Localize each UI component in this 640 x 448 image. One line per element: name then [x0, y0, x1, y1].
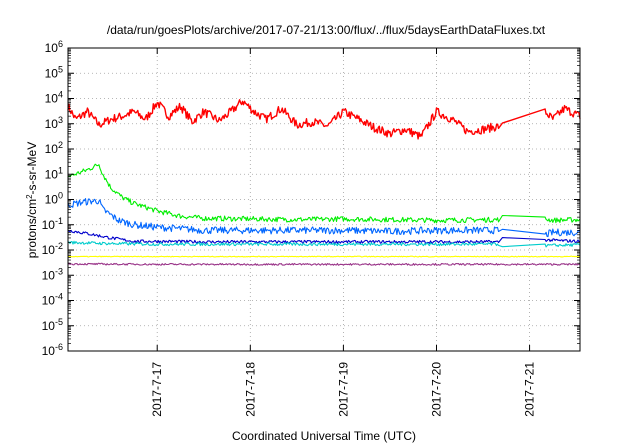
y-tick-base: 10 — [42, 344, 56, 358]
y-tick-base: 10 — [45, 117, 59, 131]
series-line-7 — [67, 262, 581, 266]
y-tick-base: 10 — [45, 41, 59, 55]
y-tick-exp: -5 — [55, 317, 63, 327]
y-tick-base: 10 — [45, 92, 59, 106]
x-tick-label: 2017-7-19 — [336, 362, 350, 417]
y-tick-exp: 6 — [58, 39, 63, 49]
y-tick-base: 10 — [42, 218, 56, 232]
y-axis-label-rest: -s-sr-MeV — [25, 142, 39, 195]
y-tick-label: 101 — [45, 165, 63, 181]
y-tick-exp: 3 — [58, 115, 63, 125]
series-line-3 — [67, 198, 581, 238]
series-line-4 — [67, 229, 581, 244]
y-axis: 10-610-510-410-310-210-11001011021031041… — [42, 39, 580, 358]
y-tick-exp: 0 — [58, 191, 63, 201]
y-axis-label-sup: 2 — [25, 194, 34, 199]
y-tick-exp: -2 — [55, 241, 63, 251]
series-line-1 — [67, 99, 581, 140]
y-tick-label: 10-5 — [42, 317, 63, 333]
grid — [68, 48, 580, 351]
y-tick-exp: 2 — [58, 140, 63, 150]
x-tick-label: 2017-7-20 — [429, 362, 443, 417]
x-axis: 2017-7-17 2017-7-18 2017-7-19 2017-7-20 2017… — [150, 48, 537, 417]
y-tick-label: 100 — [45, 191, 63, 207]
y-tick-exp: -3 — [55, 266, 63, 276]
y-tick-base: 10 — [42, 319, 56, 333]
y-tick-exp: 4 — [58, 90, 63, 100]
y-tick-exp: 5 — [58, 64, 63, 74]
y-tick-exp: -1 — [55, 216, 63, 226]
chart-title: /data/run/goesPlots/archive/2017-07-21/1… — [107, 23, 546, 37]
y-tick-label: 10-3 — [42, 266, 63, 282]
y-tick-label: 10-6 — [42, 342, 63, 358]
x-tick-label: 2017-7-18 — [243, 362, 257, 417]
y-tick-base: 10 — [45, 167, 59, 181]
y-tick-label: 104 — [45, 90, 63, 106]
y-tick-base: 10 — [45, 142, 59, 156]
y-tick-base: 10 — [42, 294, 56, 308]
y-tick-base: 10 — [42, 243, 56, 257]
y-tick-base: 10 — [45, 66, 59, 80]
series-line-2 — [67, 163, 581, 224]
y-axis-label-main: protons/cm — [25, 199, 39, 258]
y-tick-exp: 1 — [58, 165, 63, 175]
y-tick-label: 102 — [45, 140, 63, 156]
series-line-6 — [67, 255, 581, 258]
y-tick-label: 106 — [45, 39, 63, 55]
y-tick-label: 103 — [45, 115, 63, 131]
plot-frame — [67, 47, 581, 352]
y-tick-label: 10-4 — [42, 292, 63, 308]
y-tick-base: 10 — [42, 268, 56, 282]
series-line-5 — [67, 240, 581, 248]
y-axis-label: protons/cm2-s-sr-MeV — [25, 142, 40, 258]
series-group — [67, 99, 581, 266]
y-tick-exp: -4 — [55, 292, 63, 302]
x-tick-label: 2017-7-17 — [150, 362, 164, 417]
y-tick-label: 105 — [45, 64, 63, 80]
x-tick-label: 2017-7-21 — [523, 362, 537, 417]
y-tick-exp: -6 — [55, 342, 63, 352]
y-tick-label: 10-2 — [42, 241, 63, 257]
x-axis-label: Coordinated Universal Time (UTC) — [232, 429, 416, 443]
y-tick-base: 10 — [45, 193, 59, 207]
y-tick-label: 10-1 — [42, 216, 63, 232]
